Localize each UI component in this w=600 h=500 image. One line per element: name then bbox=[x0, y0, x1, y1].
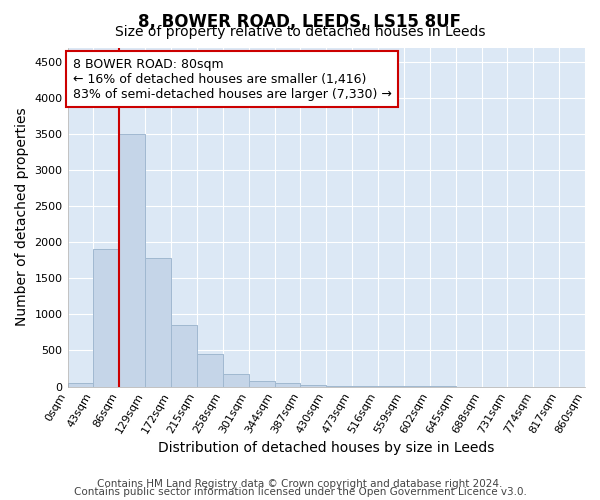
Y-axis label: Number of detached properties: Number of detached properties bbox=[15, 108, 29, 326]
Bar bbox=[171, 325, 197, 386]
Bar bbox=[197, 354, 223, 386]
Bar bbox=[94, 250, 119, 386]
Text: 8 BOWER ROAD: 80sqm
← 16% of detached houses are smaller (1,416)
83% of semi-det: 8 BOWER ROAD: 80sqm ← 16% of detached ho… bbox=[73, 58, 392, 100]
Text: 8, BOWER ROAD, LEEDS, LS15 8UF: 8, BOWER ROAD, LEEDS, LS15 8UF bbox=[139, 12, 461, 30]
Bar bbox=[119, 134, 145, 386]
Text: Contains public sector information licensed under the Open Government Licence v3: Contains public sector information licen… bbox=[74, 487, 526, 497]
Bar bbox=[145, 258, 171, 386]
Bar bbox=[68, 383, 94, 386]
X-axis label: Distribution of detached houses by size in Leeds: Distribution of detached houses by size … bbox=[158, 441, 494, 455]
Text: Size of property relative to detached houses in Leeds: Size of property relative to detached ho… bbox=[115, 25, 485, 39]
Bar bbox=[301, 384, 326, 386]
Bar bbox=[275, 383, 301, 386]
Bar bbox=[248, 381, 275, 386]
Text: Contains HM Land Registry data © Crown copyright and database right 2024.: Contains HM Land Registry data © Crown c… bbox=[97, 479, 503, 489]
Bar bbox=[223, 374, 248, 386]
